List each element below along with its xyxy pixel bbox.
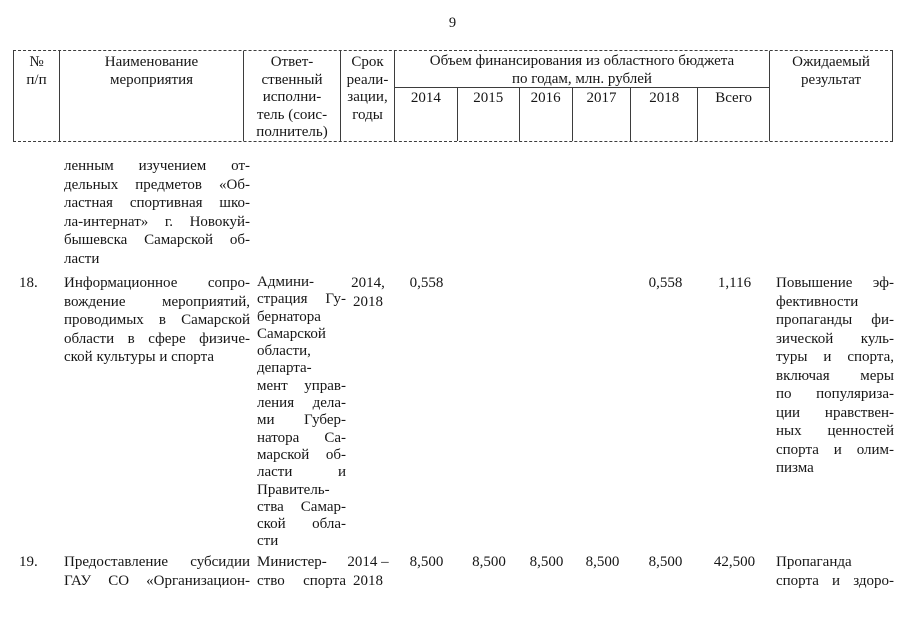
year-header-2015: 2015 [458,88,520,141]
financing-title: Объем финансирования из областного бюдже… [395,51,769,88]
page-number: 9 [448,15,457,31]
row-19-value-2016: 8,500 [529,554,564,570]
row-18-value-total: 1,116 [717,275,752,291]
continuation-text: ленным изучением от-дельных предметов «О… [64,158,250,267]
row-18-term: 2014, 2018 [351,275,385,310]
row-18-number: 18. [19,275,38,291]
year-header-2014: 2014 [395,88,458,141]
row-19-value-2014: 8,500 [409,554,444,570]
row-18-executor: Админи-страция Гу-бернатора Самарской обла… [257,274,346,550]
row-19-value-2017: 8,500 [585,554,620,570]
row-19-term: 2014 –2018 [347,554,389,589]
table-header: № п/п Наименование мероприятия Ответ-ствен… [13,50,893,142]
row-19-executor: Министер-ство спорта [257,554,346,589]
row-18-value-2018: 0,558 [648,275,683,291]
row-19-value-2015: 8,500 [472,554,506,570]
year-header-2016: 2016 [520,88,573,141]
header-col-name: Наименование мероприятия [60,51,244,141]
row-19-name: Предоставление субсидии ГАУ СО «Организац… [64,554,250,589]
year-header-2018: 2018 [631,88,699,141]
year-header-total: Всего [715,90,752,106]
row-19-value-2018: 8,500 [648,554,683,570]
header-col-result: Ожидаемый результат [792,54,870,88]
financing-year-row: 2014 2015 2016 2017 2018 Всего [395,88,769,141]
row-18-value-2014: 0,558 [409,275,444,291]
row-19-number: 19. [19,554,38,570]
row-18-name: Информационное сопро-вождение мероприяти… [64,275,250,365]
row-19-result: Пропаганда спорта и здоро- [776,554,894,589]
row-19-value-total: 42,500 [713,554,756,570]
header-col-financing: Объем финансирования из областного бюдже… [395,51,770,141]
header-col-num: № п/п [14,51,60,141]
row-18-result: Повышение эф-фективности пропаганды фи-зи… [776,275,894,476]
header-col-executor: Ответ-ственный исполни-тель (соис-полните… [244,51,341,141]
year-header-2017: 2017 [573,88,632,141]
header-col-term: Срок реали-зации, годы [341,51,395,141]
